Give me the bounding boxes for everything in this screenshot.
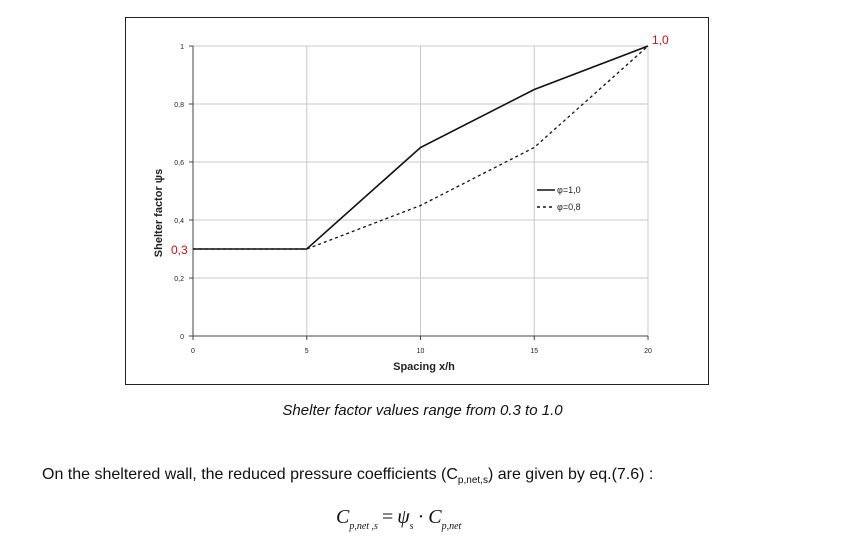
formula-psi: ψ: [397, 506, 410, 528]
figure-caption: Shelter factor values range from 0.3 to …: [282, 402, 563, 419]
series-line-0: [193, 45, 649, 250]
tick-labels: 00,20,40,60,810 5 10 15 20: [174, 44, 652, 355]
x-tick-label-3: 15: [530, 348, 538, 355]
body-paragraph: On the sheltered wall, the reduced press…: [42, 466, 653, 486]
series-line-1: [193, 45, 649, 250]
x-tick-label-4: 20: [644, 348, 652, 355]
formula-rhs: C: [428, 506, 442, 528]
legend-label-0: φ=1,0: [557, 185, 581, 195]
body-text-subscript: p,net,s: [457, 475, 488, 487]
y-tick-label-3: 0,6: [174, 160, 184, 167]
annotations: 1,0 0,3: [171, 33, 669, 257]
y-tick-label-4: 0,8: [174, 102, 184, 109]
y-axis-label: Shelter factor ψs: [153, 169, 165, 257]
legend-label-1: φ=0,8: [557, 202, 581, 212]
formula-lhs-sub: p,net ,s: [349, 521, 378, 532]
body-text-after: ) are given by eq.(7.6) :: [487, 466, 654, 483]
formula-psi-sub: s: [409, 521, 414, 532]
x-tick-label-1: 5: [305, 348, 309, 355]
formula-rhs-sub: p,net: [441, 521, 462, 532]
grid: [193, 45, 649, 336]
annotation-label-0: 1,0: [652, 33, 669, 47]
x-axis-label: Spacing x/h: [393, 361, 455, 373]
x-tick-label-2: 10: [417, 348, 425, 355]
shelter-factor-chart: 00,20,40,60,810 5 10 15 20 φ=1,0φ=0,8 1,00,3…: [153, 33, 669, 373]
legend: φ=1,0 φ=0,8: [537, 185, 581, 212]
equation-7-6: Cp,net ,s = ψs · Cp,net: [336, 506, 461, 532]
y-tick-label-1: 0,2: [174, 276, 184, 283]
y-tick-label-0: 0: [180, 334, 184, 341]
y-tick-label-2: 0,4: [174, 218, 184, 225]
formula-equals: =: [381, 506, 394, 528]
body-text-before: On the sheltered wall, the reduced press…: [42, 466, 458, 483]
annotation-label-1: 0,3: [171, 243, 188, 257]
formula-dot: ·: [417, 506, 425, 528]
figure-frame: 0 0,2 0,4 0,6 0,8 1 0 5 10 15 20 φ=1,0 φ=0,8 1,0 0,3…: [125, 17, 709, 385]
y-tick-label-5: 1: [180, 44, 184, 51]
formula-lhs: C: [336, 506, 350, 528]
series-lines: [193, 45, 649, 250]
x-tick-label-0: 0: [191, 348, 195, 355]
